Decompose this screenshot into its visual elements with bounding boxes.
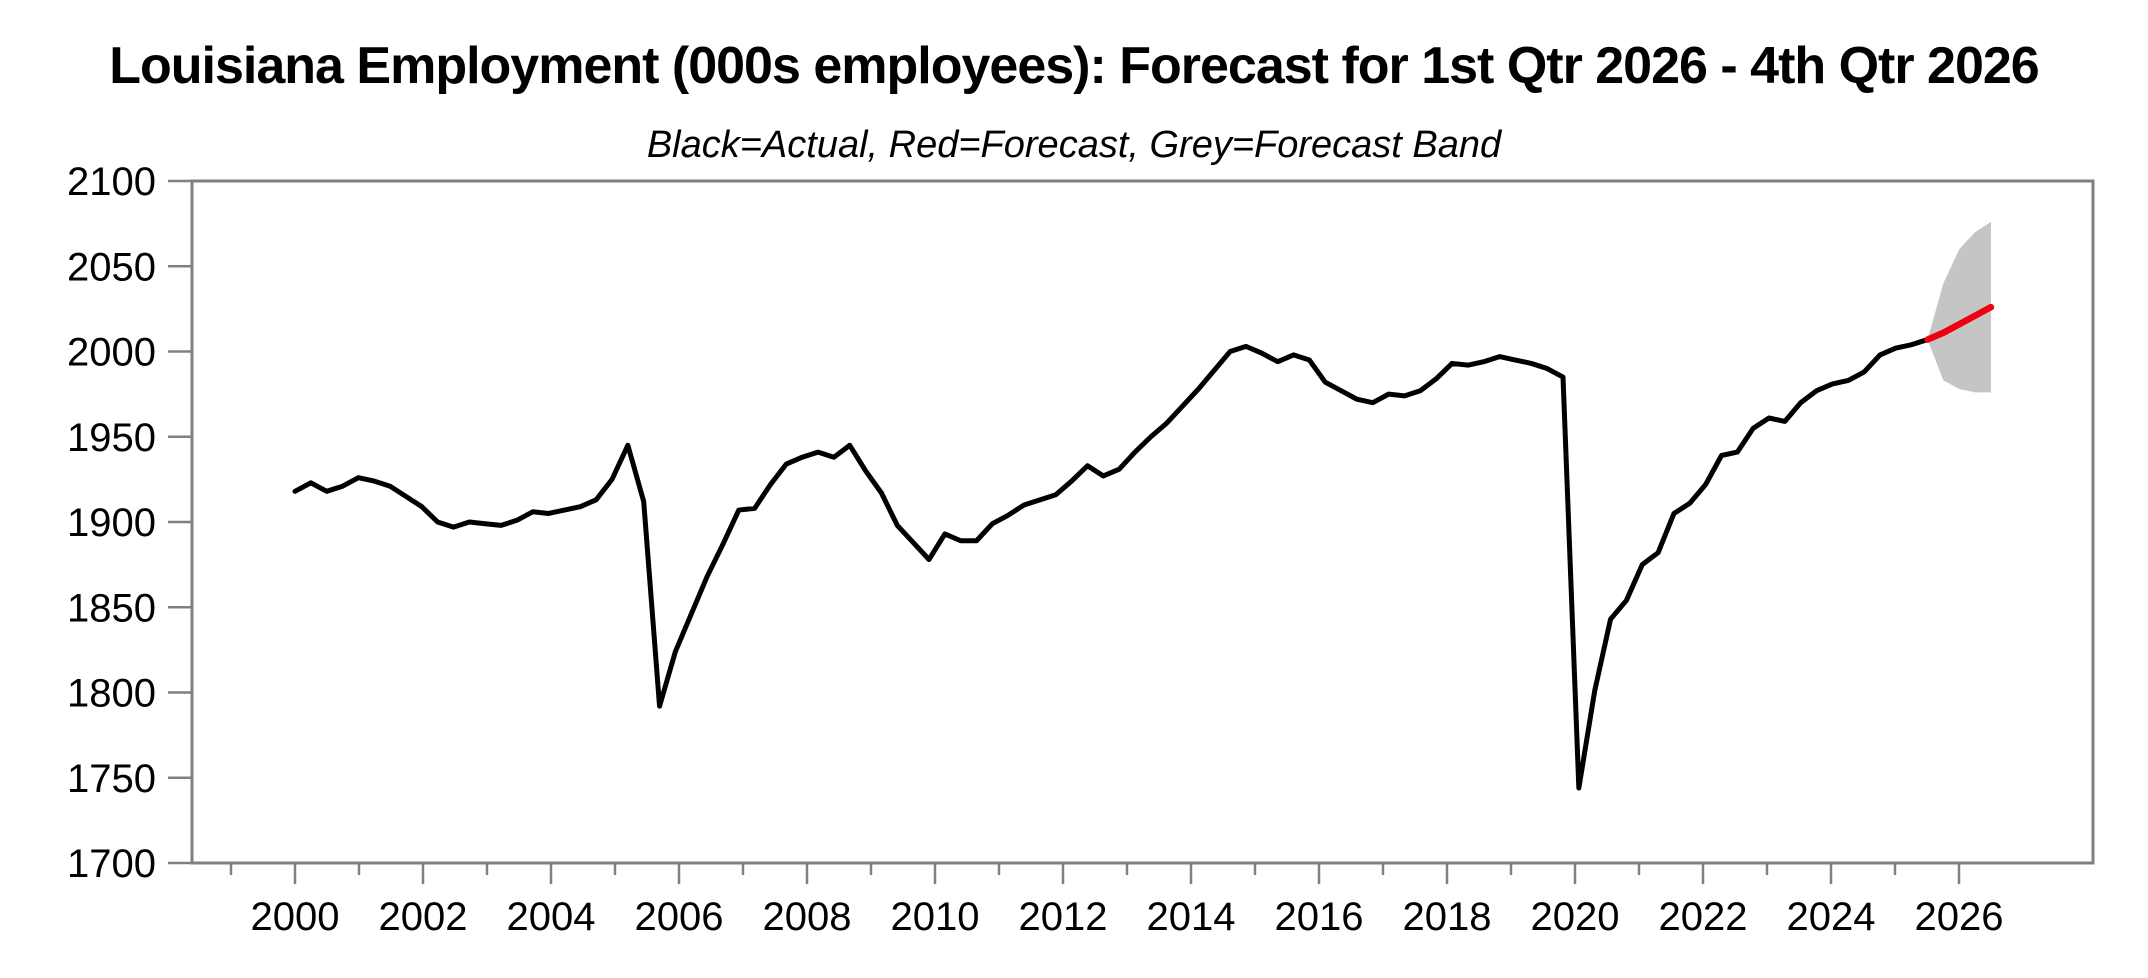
x-tick-label: 2014 bbox=[1147, 895, 1236, 939]
chart-subtitle-legend: Black=Actual, Red=Forecast, Grey=Forecas… bbox=[646, 124, 1502, 166]
forecast-band-polygon bbox=[1927, 221, 1991, 393]
x-tick-label: 2004 bbox=[507, 895, 596, 939]
actual-polyline bbox=[292, 337, 1931, 791]
x-tick-label: 2006 bbox=[635, 895, 724, 939]
forecast-band bbox=[1927, 221, 1991, 393]
y-axis: 1700 1750 1800 1850 1900 1950 2000 2050 2100 bbox=[67, 160, 192, 886]
x-tick-label: 2018 bbox=[1403, 895, 1492, 939]
x-tick-label: 2000 bbox=[251, 895, 340, 939]
x-axis: 2000 2002 2004 2006 2008 2010 2012 2014 2016 2018… bbox=[229, 863, 2004, 939]
x-tick-label: 2020 bbox=[1531, 895, 1620, 939]
x-tick-label: 2022 bbox=[1659, 895, 1748, 939]
x-tick-label: 2002 bbox=[379, 895, 468, 939]
y-tick-label: 1950 bbox=[67, 416, 156, 460]
actual-line bbox=[292, 337, 1931, 791]
chart-title: Louisiana Employment (000s employees): F… bbox=[109, 37, 2039, 95]
forecast-polyline bbox=[1924, 303, 1995, 343]
y-tick-label: 1750 bbox=[67, 757, 156, 801]
y-tick-label: 1700 bbox=[67, 842, 156, 886]
y-tick-label: 2050 bbox=[67, 245, 156, 289]
x-tick-label: 2012 bbox=[1019, 895, 1108, 939]
forecast-line bbox=[1924, 303, 1995, 343]
x-tick-label: 2026 bbox=[1915, 895, 2004, 939]
y-tick-label: 1900 bbox=[67, 501, 156, 545]
y-tick-label: 2000 bbox=[67, 331, 156, 375]
y-tick-label: 1800 bbox=[67, 672, 156, 716]
x-tick-label: 2016 bbox=[1275, 895, 1364, 939]
x-tick-label: 2008 bbox=[763, 895, 852, 939]
y-tick-label: 2100 bbox=[67, 160, 156, 204]
x-tick-label: 2024 bbox=[1787, 895, 1876, 939]
x-tick-label: 2010 bbox=[891, 895, 980, 939]
y-tick-label: 1850 bbox=[67, 586, 156, 630]
